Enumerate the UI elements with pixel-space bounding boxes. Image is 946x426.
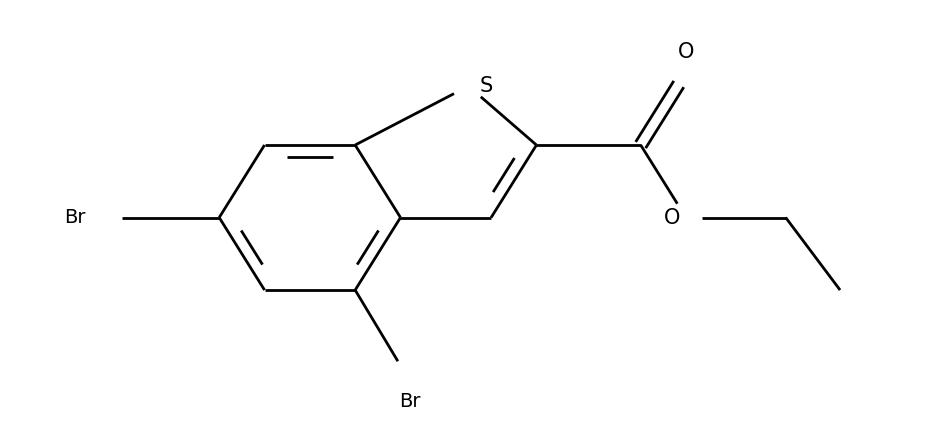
Text: O: O bbox=[664, 207, 680, 227]
Text: O: O bbox=[678, 42, 694, 62]
Text: S: S bbox=[480, 76, 493, 96]
Text: Br: Br bbox=[399, 391, 420, 411]
Text: Br: Br bbox=[64, 208, 86, 227]
